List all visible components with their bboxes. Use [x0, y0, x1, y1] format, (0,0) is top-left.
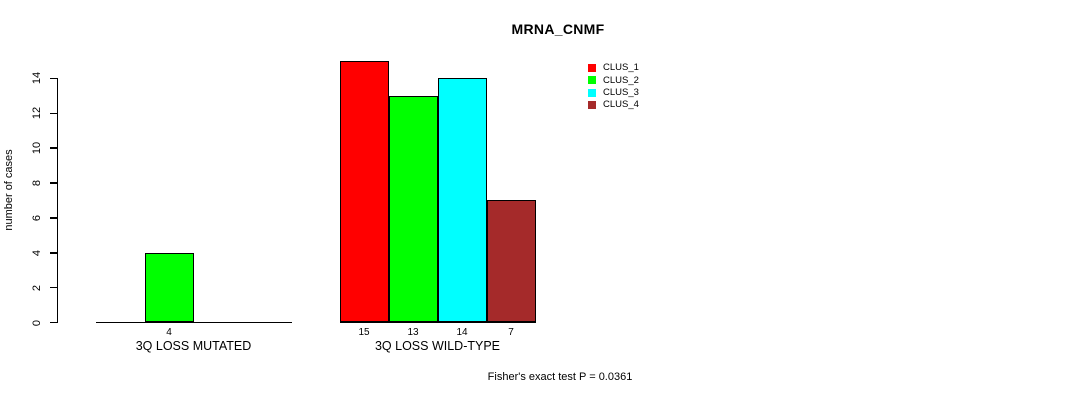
- y-tick-label: 12: [31, 107, 43, 120]
- y-tick-mark: [50, 147, 57, 149]
- bar-value-label: 13: [407, 327, 419, 338]
- group-label: 3Q LOSS MUTATED: [135, 339, 252, 353]
- y-tick-mark: [50, 112, 57, 115]
- y-tick-mark: [50, 182, 57, 184]
- legend-swatch-clus_4: [588, 101, 596, 110]
- y-tick-mark: [50, 217, 57, 219]
- y-tick-label: 0: [31, 319, 43, 326]
- chart-title: MRNA_CNMF: [511, 21, 605, 37]
- bar-clus_2: [144, 252, 194, 323]
- legend-item-clus_3: CLUS_3: [588, 87, 639, 98]
- legend-item-clus_4: CLUS_4: [588, 99, 639, 111]
- annotation-fisher-test: Fisher's exact test P = 0.0361: [487, 371, 633, 383]
- y-tick-mark: [50, 252, 57, 254]
- y-tick-label: 4: [31, 249, 43, 256]
- bar-value-label: 7: [508, 327, 514, 338]
- bar-value-label: 14: [456, 327, 468, 338]
- legend-label: CLUS_4: [603, 99, 639, 111]
- legend-item-clus_2: CLUS_2: [588, 74, 639, 86]
- group-baseline: [95, 321, 292, 323]
- legend-label: CLUS_1: [603, 62, 639, 74]
- group-label: 3Q LOSS WILD-TYPE: [374, 339, 501, 353]
- y-tick-label: 14: [31, 72, 43, 85]
- legend-item-clus_1: CLUS_1: [588, 62, 639, 74]
- y-tick-label: 8: [31, 179, 43, 187]
- legend-label: CLUS_2: [603, 74, 639, 86]
- y-tick-mark: [50, 77, 57, 80]
- bar-clus_2: [388, 95, 438, 323]
- y-axis-label: number of cases: [3, 149, 15, 231]
- bar-clus_3: [437, 78, 487, 323]
- y-tick-mark: [50, 321, 57, 324]
- y-axis-line: [56, 78, 58, 323]
- legend: CLUS_1 CLUS_2 CLUS_3 CLUS_4: [588, 62, 639, 111]
- y-tick-mark: [50, 286, 57, 289]
- bar-value-label: 15: [358, 327, 370, 338]
- bar-value-label: 4: [166, 327, 172, 338]
- bar-clus_4: [486, 200, 536, 323]
- legend-swatch-clus_3: [588, 88, 596, 97]
- legend-swatch-clus_2: [588, 76, 596, 85]
- y-tick-label: 10: [31, 142, 43, 155]
- bar-clus_1: [339, 61, 389, 323]
- y-tick-label: 6: [31, 214, 43, 221]
- legend-swatch-clus_1: [588, 64, 596, 73]
- y-tick-label: 2: [31, 284, 43, 291]
- legend-label: CLUS_3: [603, 87, 639, 98]
